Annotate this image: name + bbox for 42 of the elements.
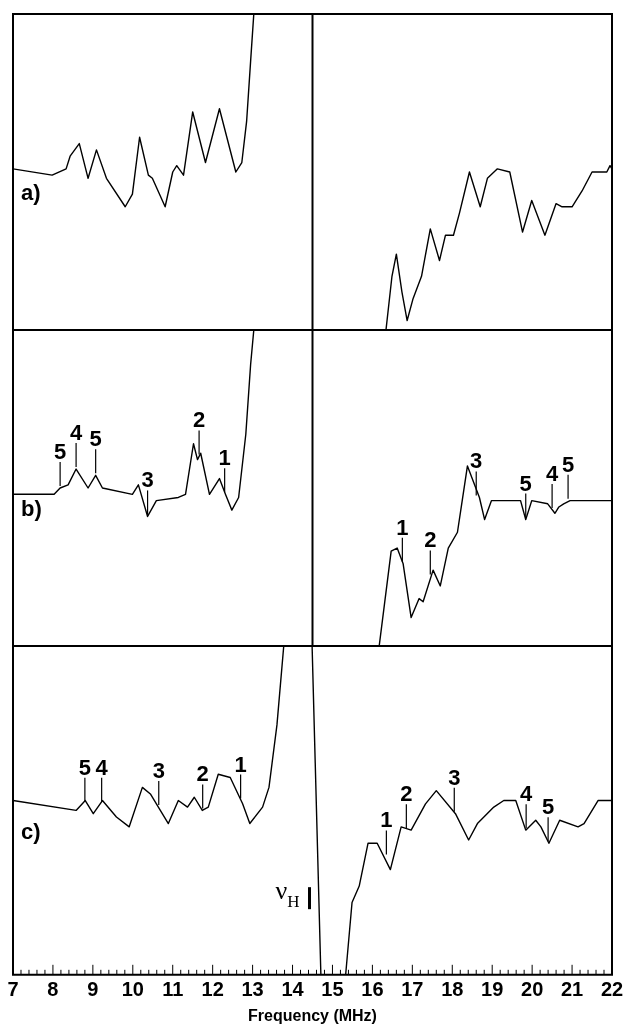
annotation: 5 — [541, 794, 555, 820]
annotation: 5 — [561, 451, 575, 477]
x-tick-label: 14 — [281, 978, 305, 1001]
x-tick-label: 9 — [87, 978, 99, 1001]
x-tick-label: 15 — [321, 978, 344, 1001]
annotation: 3 — [448, 764, 461, 790]
x-tick-label: 7 — [7, 978, 19, 1001]
annotation: 3 — [470, 448, 483, 474]
x-tick-label: 11 — [162, 978, 184, 1001]
x-tick-label: 22 — [600, 978, 624, 1001]
x-tick-label: 20 — [521, 978, 544, 1001]
annotation: 1 — [234, 751, 247, 777]
annotation: 2 — [192, 407, 206, 433]
annotation: 1 — [396, 514, 409, 540]
x-tick-label: 18 — [441, 978, 464, 1001]
x-tick-label: 10 — [121, 978, 144, 1001]
annotation: 3 — [141, 467, 154, 493]
annotation: 4 — [520, 781, 534, 807]
x-tick-label: 16 — [361, 978, 384, 1001]
annotation: 2 — [424, 527, 437, 553]
annotation: 5 — [78, 754, 91, 780]
annotation: 3 — [152, 758, 165, 784]
annotation: 1 — [218, 445, 231, 471]
text: a) — [21, 180, 41, 206]
annotation: 2 — [196, 761, 209, 787]
annotation: 4 — [545, 461, 559, 487]
annotation: 4 — [69, 420, 83, 446]
x-tick-label: 21 — [560, 978, 584, 1001]
annotation: 2 — [400, 781, 413, 807]
annotation: 5 — [89, 426, 102, 452]
x-axis-title: Frequency (MHz) — [248, 1006, 377, 1024]
x-tick-label: 13 — [241, 978, 264, 1001]
annotation: 5 — [519, 470, 532, 496]
x-tick-label: 19 — [481, 978, 504, 1001]
x-tick-label: 17 — [401, 978, 424, 1001]
annotation: 5 — [54, 439, 67, 464]
x-tick-label: 8 — [47, 978, 59, 1001]
x-tick-label: 12 — [201, 978, 224, 1001]
annotation: 1 — [380, 807, 393, 833]
text: b) — [21, 496, 42, 522]
annotation: 4 — [95, 754, 109, 780]
text: c) — [21, 819, 41, 845]
